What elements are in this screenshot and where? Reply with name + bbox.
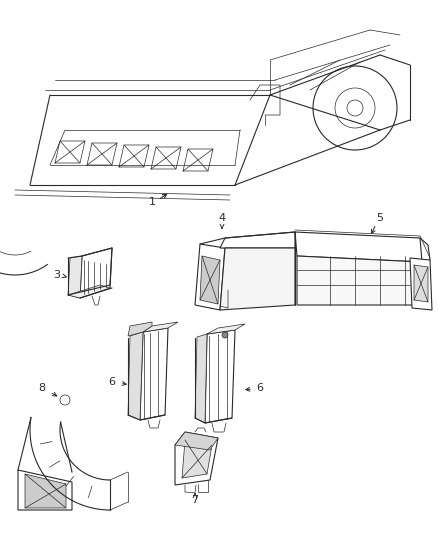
Polygon shape [182, 440, 212, 478]
Polygon shape [297, 256, 422, 305]
Polygon shape [295, 232, 422, 262]
Polygon shape [195, 244, 225, 310]
Polygon shape [140, 328, 168, 420]
Polygon shape [220, 232, 295, 248]
Polygon shape [205, 330, 235, 423]
Text: 7: 7 [191, 495, 198, 505]
Text: 4: 4 [219, 213, 226, 223]
Text: 6: 6 [257, 383, 264, 393]
Polygon shape [195, 334, 207, 423]
Polygon shape [68, 285, 110, 298]
Polygon shape [25, 474, 66, 508]
Text: 6: 6 [109, 377, 116, 387]
Polygon shape [207, 324, 245, 334]
Polygon shape [68, 256, 82, 298]
Polygon shape [175, 432, 218, 485]
Polygon shape [18, 470, 72, 510]
Polygon shape [200, 256, 220, 304]
Polygon shape [128, 322, 152, 336]
Circle shape [347, 100, 363, 116]
Text: 8: 8 [39, 383, 46, 393]
Circle shape [60, 395, 70, 405]
Polygon shape [220, 248, 295, 310]
Text: 1: 1 [148, 197, 155, 207]
Circle shape [222, 332, 228, 338]
Polygon shape [175, 432, 218, 450]
Text: 3: 3 [53, 270, 60, 280]
Polygon shape [80, 248, 112, 298]
Circle shape [313, 66, 397, 150]
Polygon shape [143, 322, 178, 332]
Polygon shape [128, 332, 143, 420]
Text: 5: 5 [377, 213, 384, 223]
Circle shape [335, 88, 375, 128]
Polygon shape [410, 258, 432, 310]
Polygon shape [414, 265, 428, 302]
